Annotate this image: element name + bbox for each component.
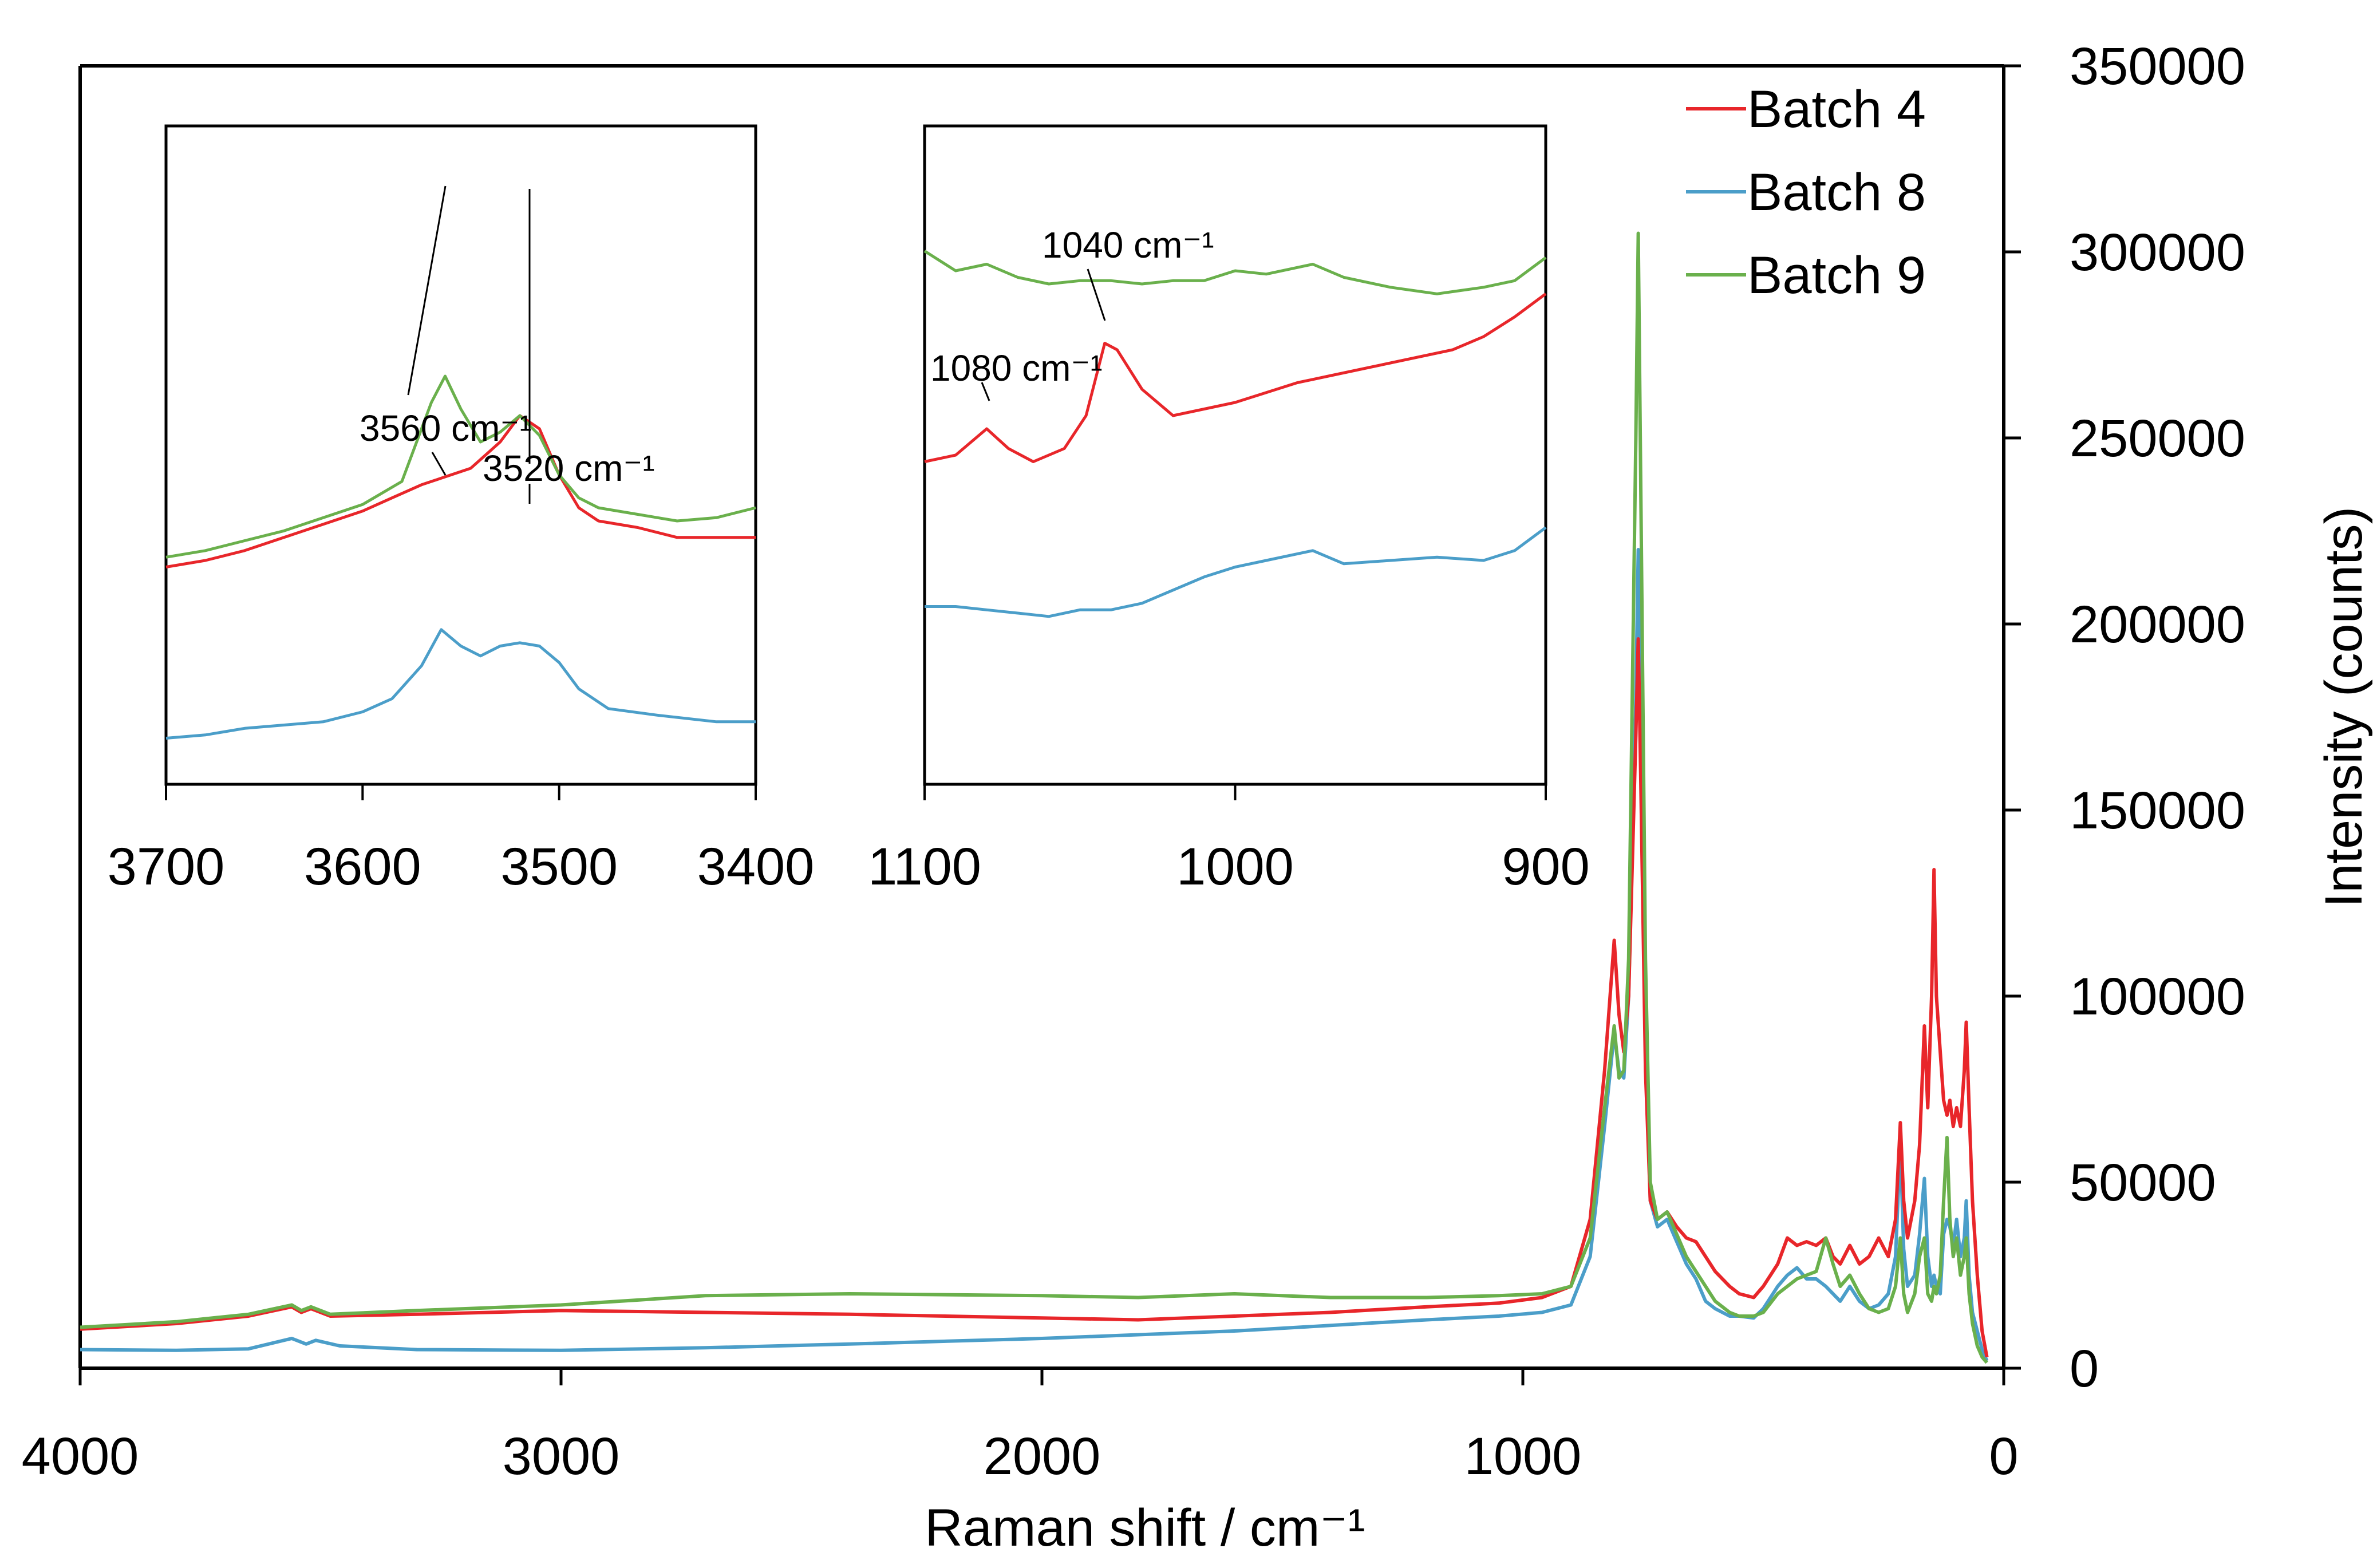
inset-left-series-batch-8 bbox=[165, 628, 756, 740]
annotation-leader-1080 bbox=[981, 382, 990, 401]
legend-label-batch-4: Batch 4 bbox=[1747, 80, 1926, 139]
annotation-3560: 3560 cm⁻¹ bbox=[360, 408, 532, 449]
inset-right-ticks: 1100 1000 900 bbox=[868, 784, 1590, 896]
annotation-leader-3560-b bbox=[431, 452, 447, 476]
series-line-batch-9 bbox=[80, 231, 1988, 1364]
inset-left-x-tick-label-3600: 3600 bbox=[304, 838, 421, 896]
x-tick-label-3000: 3000 bbox=[503, 1427, 620, 1486]
legend-label-batch-9: Batch 9 bbox=[1747, 246, 1926, 305]
inset-right-series-batch-4 bbox=[924, 293, 1547, 463]
annotation-leader-3560-a bbox=[407, 185, 447, 396]
y-tick-label-100000: 100000 bbox=[2070, 967, 2245, 1026]
inset-right-x-tick-label-1100: 1100 bbox=[868, 838, 981, 896]
y-tick-label-50000: 50000 bbox=[2070, 1154, 2216, 1212]
annotation-1040: 1040 cm⁻¹ bbox=[1042, 224, 1214, 266]
y-tick-label-250000: 250000 bbox=[2070, 409, 2245, 468]
x-tick-label-0: 0 bbox=[1989, 1427, 2018, 1486]
x-axis-title: Raman shift / cm⁻¹ bbox=[925, 1499, 1365, 1557]
inset-left-frame bbox=[164, 124, 757, 786]
y-tick-label-200000: 200000 bbox=[2070, 595, 2245, 654]
inset-left-annotations: 3560 cm⁻¹ 3520 cm⁻¹ bbox=[360, 185, 655, 504]
y-axis-title: Intensity (counts) bbox=[2315, 507, 2373, 908]
inset-left-series-batch-9 bbox=[165, 374, 756, 559]
legend: Batch 4 Batch 8 Batch 9 bbox=[1686, 80, 1926, 305]
main-series-lines bbox=[80, 231, 1989, 1364]
x-tick-label-2000: 2000 bbox=[984, 1427, 1101, 1486]
main-axis-ticks: 4000 3000 2000 1000 005000010000015000020000… bbox=[22, 37, 2245, 1486]
x-tick-label-1000: 1000 bbox=[1464, 1427, 1582, 1486]
inset-right-annotations: 1040 cm⁻¹ 1080 cm⁻¹ bbox=[930, 224, 1214, 401]
y-tick-label-350000: 350000 bbox=[2070, 37, 2245, 96]
series-line-batch-4 bbox=[80, 637, 1989, 1358]
inset-left-ticks: 3700 3600 3500 3400 bbox=[108, 784, 815, 896]
annotation-3520: 3520 cm⁻¹ bbox=[483, 448, 655, 489]
annotation-1080: 1080 cm⁻¹ bbox=[930, 347, 1103, 389]
inset-left-x-tick-label-3500: 3500 bbox=[500, 838, 618, 896]
x-tick-label-4000: 4000 bbox=[22, 1427, 139, 1486]
legend-label-batch-8: Batch 8 bbox=[1747, 163, 1926, 222]
inset-right-x-tick-label-1000: 1000 bbox=[1176, 838, 1294, 896]
inset-right-series-batch-9 bbox=[923, 250, 1547, 295]
inset-right-frame bbox=[923, 124, 1547, 786]
inset-right-x-tick-label-900: 900 bbox=[1502, 838, 1590, 896]
inset-left-x-tick-label-3400: 3400 bbox=[697, 838, 815, 896]
y-tick-label-300000: 300000 bbox=[2070, 223, 2245, 282]
y-tick-label-0: 0 bbox=[2070, 1340, 2099, 1398]
inset-right-series-batch-8 bbox=[925, 526, 1547, 618]
y-tick-label-150000: 150000 bbox=[2070, 781, 2245, 840]
inset-right-series bbox=[923, 250, 1547, 618]
inset-left-x-tick-label-3700: 3700 bbox=[108, 838, 225, 896]
inset-left-series bbox=[165, 374, 756, 740]
annotation-leader-1040 bbox=[1087, 268, 1106, 321]
series-line-batch-8 bbox=[80, 548, 1989, 1362]
inset-left-series-batch-4 bbox=[165, 414, 756, 568]
